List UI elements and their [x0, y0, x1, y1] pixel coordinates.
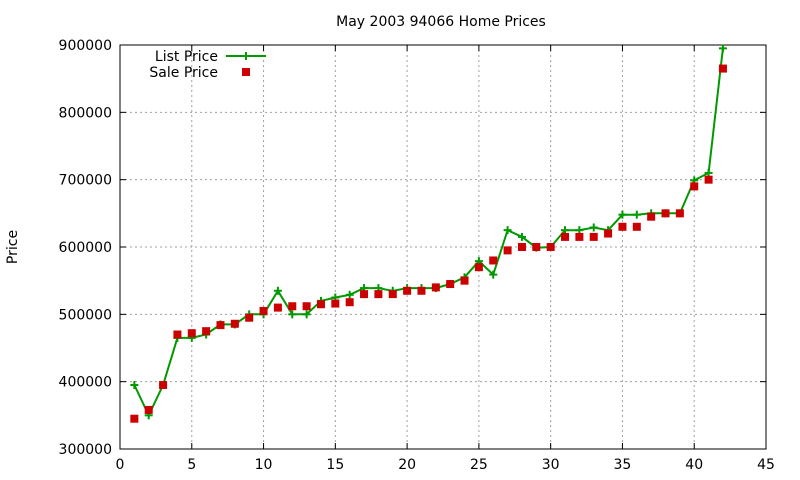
- x-tick-label: 15: [326, 457, 344, 473]
- list-price-point: [718, 44, 727, 53]
- x-tick-label: 10: [255, 457, 273, 473]
- list-price-point: [517, 232, 526, 241]
- y-tick-label: 700000: [59, 173, 112, 189]
- sale-price-point: [647, 212, 656, 221]
- legend-list-price-label: List Price: [155, 49, 218, 65]
- sale-price-point: [159, 381, 168, 390]
- list-price-point: [704, 168, 713, 177]
- list-price-point: [273, 286, 282, 295]
- x-tick-label: 0: [116, 457, 125, 473]
- list-price-point: [589, 223, 598, 232]
- x-tick-label: 35: [614, 457, 632, 473]
- legend-sale-price-marker: [242, 68, 250, 76]
- series-sale-price: [130, 64, 727, 423]
- sale-price-point: [517, 243, 526, 251]
- x-tick-label: 40: [685, 457, 703, 473]
- list-price-point: [489, 270, 498, 279]
- x-tick-label: 30: [542, 457, 560, 473]
- sale-price-point: [546, 243, 555, 251]
- y-tick-label: 600000: [59, 240, 112, 256]
- list-price-point: [345, 290, 354, 299]
- sale-price-point: [489, 256, 498, 265]
- sale-price-point: [360, 290, 369, 299]
- list-price-point: [561, 226, 570, 235]
- sale-price-point: [130, 414, 139, 423]
- sale-price-point: [661, 209, 670, 218]
- sale-price-point: [589, 232, 598, 241]
- x-tick-label: 45: [757, 457, 775, 473]
- sale-price-point: [474, 263, 483, 272]
- sale-price-point: [273, 303, 282, 312]
- x-tick-label: 25: [470, 457, 488, 473]
- sale-price-point: [202, 327, 211, 336]
- sale-price-point: [288, 302, 297, 311]
- sale-price-point: [460, 276, 469, 285]
- sale-price-point: [302, 302, 311, 311]
- y-tick-label: 900000: [59, 38, 112, 54]
- legend-sale-price-label: Sale Price: [149, 65, 218, 81]
- sale-price-point: [144, 405, 153, 414]
- x-tick-label: 20: [398, 457, 416, 473]
- sale-price-point: [431, 283, 440, 292]
- sale-price-point: [618, 222, 627, 231]
- sale-price-point: [187, 329, 196, 338]
- sale-price-point: [446, 280, 455, 289]
- sale-price-point: [331, 299, 340, 308]
- sale-price-point: [230, 319, 239, 328]
- sale-price-point: [604, 229, 613, 238]
- sale-price-point: [561, 232, 570, 241]
- sale-price-point: [259, 306, 268, 315]
- tick-labels: 0 5 10 15 20 25 30 35 40 45 300000 400000 500000 6000…: [59, 38, 775, 473]
- sale-price-point: [417, 286, 426, 295]
- x-tick-label: 5: [187, 457, 196, 473]
- y-tick-label: 500000: [59, 307, 112, 323]
- list-price-point: [632, 210, 641, 219]
- list-price-point: [618, 210, 627, 219]
- list-price-point: [302, 310, 311, 319]
- y-axis-label: Price: [5, 230, 21, 264]
- y-tick-label: 300000: [59, 442, 112, 458]
- sale-price-point: [690, 182, 699, 191]
- sale-price-point: [374, 290, 383, 299]
- sale-price-point: [532, 243, 541, 251]
- y-tick-label: 400000: [59, 375, 112, 391]
- sale-price-point: [718, 64, 727, 73]
- list-price-point: [503, 226, 512, 235]
- sale-price-point: [388, 290, 397, 299]
- sale-price-point: [216, 321, 225, 330]
- ticks: [119, 44, 767, 450]
- sale-price-point: [345, 298, 354, 307]
- series-layer: [130, 44, 727, 423]
- list-price-point: [575, 226, 584, 235]
- sale-price-point: [704, 175, 713, 184]
- sale-price-point: [173, 330, 182, 339]
- sale-price-point: [632, 222, 641, 231]
- sale-price-point: [503, 246, 512, 255]
- y-tick-label: 800000: [59, 105, 112, 121]
- sale-price-point: [403, 286, 412, 295]
- sale-price-point: [675, 209, 684, 218]
- sale-price-point: [575, 232, 584, 241]
- sale-price-point: [316, 300, 325, 309]
- chart-title: May 2003 94066 Home Prices: [336, 14, 546, 30]
- sale-price-point: [245, 313, 254, 322]
- list-price-point: [130, 381, 139, 390]
- list-price-point: [288, 310, 297, 319]
